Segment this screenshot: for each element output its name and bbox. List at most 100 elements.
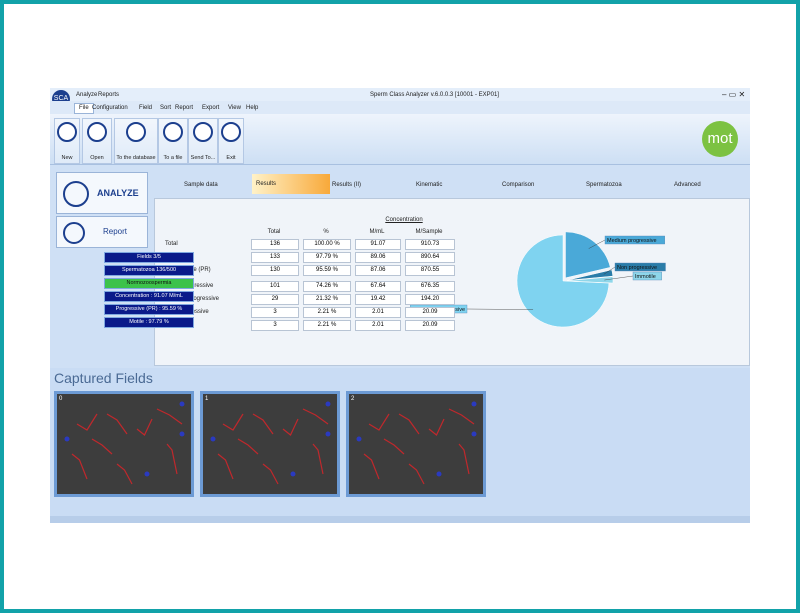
menu-item[interactable]: Sort (160, 105, 172, 111)
pie-slice (565, 231, 611, 279)
track (252, 413, 274, 435)
track (363, 453, 380, 480)
result-tab[interactable]: Sample data (184, 182, 218, 188)
table-cell: 130 (251, 265, 299, 276)
label: To the database (116, 155, 156, 161)
tab[interactable]: Analyze (76, 92, 98, 98)
app-window: SCA Analyze Reports Sperm Class Analyzer… (50, 88, 750, 523)
track (106, 413, 128, 435)
label: Report (103, 227, 128, 236)
cell (210, 436, 216, 442)
icon (57, 122, 77, 142)
icon (63, 181, 89, 207)
icon (63, 222, 85, 244)
field-index: 2 (351, 396, 355, 402)
cell (356, 436, 362, 442)
result-tab[interactable]: Results (II) (332, 182, 362, 188)
table-cell: 89.06 (355, 252, 401, 263)
table-cell: 29 (251, 294, 299, 305)
results-panel: Medium progressive Non progressive Immotil… (154, 198, 750, 366)
track (76, 413, 98, 431)
result-tab[interactable]: Kinematic (416, 182, 443, 188)
toolbar-button[interactable]: To a file (158, 118, 188, 164)
table-cell: 87.06 (355, 265, 401, 276)
table-cell: 20.09 (405, 320, 455, 331)
menu-item[interactable]: Help (246, 105, 259, 111)
slice-label: Non progressive (617, 265, 657, 271)
row-label: Total (165, 241, 178, 247)
label: New (61, 155, 73, 161)
menu-item[interactable]: Report (175, 105, 194, 111)
track (166, 443, 178, 475)
menu-item[interactable]: File (74, 103, 94, 114)
analyze-button[interactable]: ANALYZE (56, 172, 148, 214)
result-tab[interactable]: Advanced (674, 182, 701, 188)
track (428, 418, 445, 436)
table-cell: 95.59 % (303, 265, 351, 276)
toolbar-button[interactable]: Open (82, 118, 112, 164)
window-controls[interactable]: – ▭ ✕ (722, 90, 746, 99)
result-tab[interactable]: Spermatozoa (586, 182, 622, 188)
cell (325, 431, 331, 437)
status-bar (50, 516, 750, 523)
report-button[interactable]: Report (56, 216, 148, 248)
table-cell: 67.64 (355, 281, 401, 292)
table-cell: 100.00 % (303, 239, 351, 250)
table-cell: 2.21 % (303, 307, 351, 318)
group-header: Concentration (385, 217, 423, 223)
status-item: Normozoospermia (104, 278, 194, 289)
menu-bar (50, 101, 750, 114)
toolbar-button[interactable]: To the database (114, 118, 158, 164)
menu-item[interactable]: Configuration (92, 105, 128, 111)
toolbar-button[interactable]: New (54, 118, 80, 164)
track (383, 438, 405, 455)
column-header: M/Sample (415, 229, 443, 235)
leader-line (604, 275, 634, 281)
track (222, 413, 244, 431)
cell (471, 401, 477, 407)
table-cell: 870.55 (405, 265, 455, 276)
result-tab[interactable]: Results (252, 174, 330, 194)
result-tabs: Sample data Results Results (II) Kinematic C… (154, 174, 750, 196)
toolbar-button[interactable]: Exit (218, 118, 244, 164)
table-cell: 91.07 (355, 239, 401, 250)
field-thumb[interactable]: 1 (200, 391, 340, 497)
field-thumb[interactable]: 0 (54, 391, 194, 497)
icon (221, 122, 241, 142)
table-cell: 910.73 (405, 239, 455, 250)
menu-item[interactable]: Field (139, 105, 153, 111)
menu-item[interactable]: View (228, 105, 241, 111)
table-cell: 97.79 % (303, 252, 351, 263)
cell (290, 471, 296, 477)
table-cell: 3 (251, 320, 299, 331)
cell (64, 436, 70, 442)
slice-label: Medium progressive (607, 238, 657, 244)
cell (471, 431, 477, 437)
label-box (604, 235, 665, 245)
field-thumb[interactable]: 2 (346, 391, 486, 497)
track (282, 418, 299, 436)
icon (87, 122, 107, 142)
pie-slice (516, 234, 610, 328)
result-tab[interactable]: Comparison (502, 182, 535, 188)
toolbar-button[interactable]: Send To... (188, 118, 218, 164)
track (408, 463, 425, 485)
cell (179, 401, 185, 407)
icon (193, 122, 213, 142)
leader-line (466, 308, 534, 310)
track (312, 443, 324, 475)
label: To a file (163, 155, 183, 161)
pie-slice (566, 276, 614, 284)
track (71, 453, 88, 480)
track (448, 408, 475, 425)
title-bar (50, 88, 750, 101)
menu-item[interactable]: Export (202, 105, 220, 111)
label: Exit (226, 155, 236, 161)
column-header: % (323, 229, 329, 235)
tracks (356, 401, 477, 485)
track (237, 438, 259, 455)
pie-slice (566, 269, 614, 281)
table-cell: 2.21 % (303, 320, 351, 331)
tab[interactable]: Reports (98, 92, 120, 98)
